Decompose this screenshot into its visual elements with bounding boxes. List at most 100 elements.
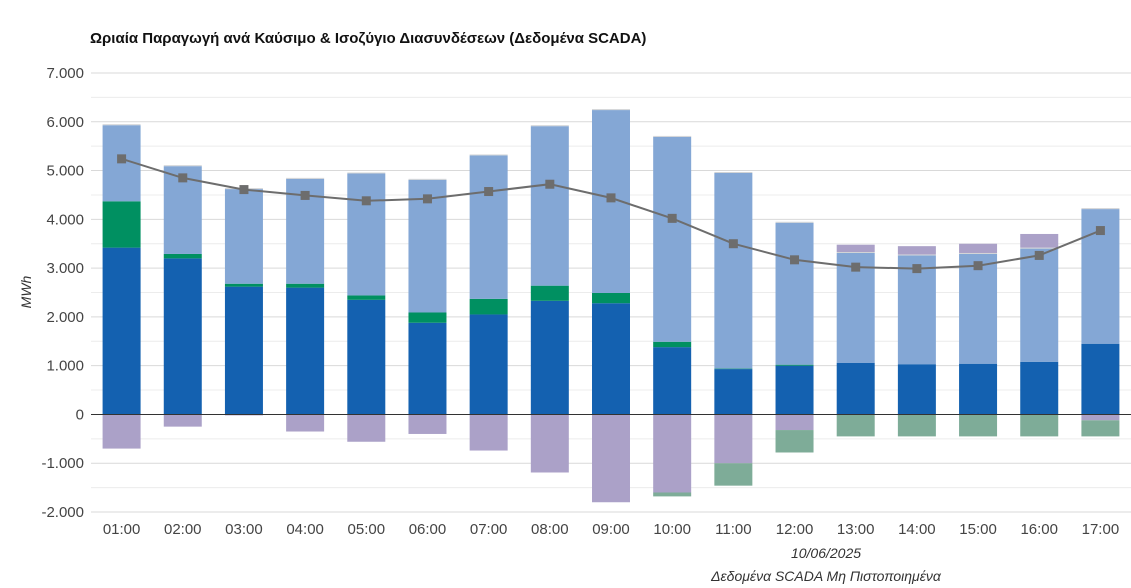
x-tick-label: 03:00 (225, 521, 263, 538)
total-point (1095, 226, 1105, 236)
x-tick-label: 11:00 (715, 521, 751, 538)
bar-segment (286, 414, 325, 432)
bar-segment (714, 414, 753, 464)
bar-segment (959, 363, 998, 415)
bar-segment (959, 414, 998, 437)
bar-segment (347, 173, 386, 296)
x-tick-label: 05:00 (348, 521, 386, 538)
bar-segment (959, 253, 998, 364)
x-tick-label: 13:00 (837, 521, 875, 538)
y-tick-label: -2.000 (41, 504, 84, 521)
bar-segment (530, 300, 569, 415)
bar-segment (653, 347, 692, 415)
bar-segment (653, 414, 692, 493)
bar-segment (163, 253, 202, 259)
total-point (790, 255, 800, 265)
bar-segment (469, 154, 508, 156)
bar-segment (959, 252, 998, 254)
bar-segment (592, 292, 630, 304)
y-axis-label: MWh (18, 275, 34, 308)
bar-segment (592, 109, 630, 111)
x-tick-label: 02:00 (164, 521, 202, 538)
total-point (239, 185, 249, 195)
total-point (667, 213, 677, 223)
bar-segment (530, 414, 569, 473)
bar-segment (102, 201, 141, 248)
x-axis-ticks: 01:00 02:00 03:00 04:00 05:00 06:00 07:00 08:00… (103, 521, 1119, 538)
bar-segment (714, 463, 753, 486)
bar-segment (653, 492, 692, 497)
total-point (300, 190, 310, 200)
bar-segment (714, 172, 753, 173)
total-line (117, 154, 1105, 274)
x-tick-label: 12:00 (776, 521, 814, 538)
bar-segment (102, 124, 141, 126)
bar-segment (530, 125, 569, 127)
date-label: 10/06/2025 (791, 545, 861, 561)
x-tick-label: 10:00 (653, 521, 691, 538)
bar-segment (775, 222, 814, 365)
bar-segment (224, 189, 263, 284)
bar-segment (1020, 248, 1059, 362)
bar-segment (1081, 414, 1120, 421)
bar-segment (408, 414, 447, 434)
y-tick-label: 1.000 (46, 358, 84, 375)
bar-segment (836, 244, 875, 253)
bar-segment (163, 165, 202, 167)
bar-segment (775, 221, 814, 223)
bar-segment (347, 414, 386, 442)
total-point (178, 173, 188, 183)
bar-segment (1020, 233, 1059, 248)
bar-segment (897, 254, 936, 256)
y-axis-ticks: -2.000 -1.000 0 1.000 2.000 3.000 4.000 5.000 6.… (41, 65, 84, 521)
y-tick-label: 0 (76, 406, 84, 423)
bar-segment (592, 414, 630, 503)
y-tick-label: 3.000 (46, 260, 84, 277)
bar-segment (1020, 361, 1059, 415)
bar-segment (347, 295, 386, 300)
bar-segment (775, 430, 814, 453)
x-tick-label: 07:00 (470, 521, 508, 538)
bar-segment (653, 136, 692, 342)
x-tick-label: 08:00 (531, 521, 569, 538)
bar-segment (775, 414, 814, 431)
bar-segment (286, 287, 325, 415)
total-point (1034, 250, 1044, 260)
chart-title: Ωριαία Παραγωγή ανά Καύσιμο & Ισοζύγιο Δ… (90, 30, 647, 47)
x-tick-label: 17:00 (1082, 521, 1120, 538)
total-point (545, 179, 555, 189)
bar-segment (836, 414, 875, 437)
bar-segment (163, 414, 202, 427)
data-note: Δεδομένα SCADA Μη Πιστοποιημένα (710, 568, 942, 584)
bar-stacks (102, 109, 1120, 503)
bar-segment (163, 258, 202, 415)
bar-segment (530, 126, 569, 286)
total-point (361, 196, 371, 206)
total-point (912, 264, 922, 274)
bar-segment (530, 285, 569, 301)
bar-segment (775, 364, 814, 366)
bar-segment (897, 414, 936, 437)
total-point (728, 239, 738, 249)
bar-segment (347, 299, 386, 415)
bar-segment (286, 177, 325, 179)
bar-segment (1020, 414, 1059, 437)
bar-segment (897, 255, 936, 365)
total-point (484, 187, 494, 197)
bar-segment (469, 414, 508, 451)
x-tick-label: 09:00 (592, 521, 630, 538)
y-tick-label: 2.000 (46, 309, 84, 326)
bar-segment (714, 172, 753, 369)
bar-segment (1081, 208, 1120, 210)
x-tick-label: 14:00 (898, 521, 936, 538)
total-point (117, 154, 127, 164)
x-tick-label: 06:00 (409, 521, 447, 538)
bar-segment (469, 298, 508, 315)
bar-segment (286, 283, 325, 288)
y-tick-label: 6.000 (46, 114, 84, 131)
x-tick-label: 15:00 (959, 521, 997, 538)
bar-segment (959, 243, 998, 253)
bar-segment (592, 303, 630, 415)
bar-segment (408, 322, 447, 415)
